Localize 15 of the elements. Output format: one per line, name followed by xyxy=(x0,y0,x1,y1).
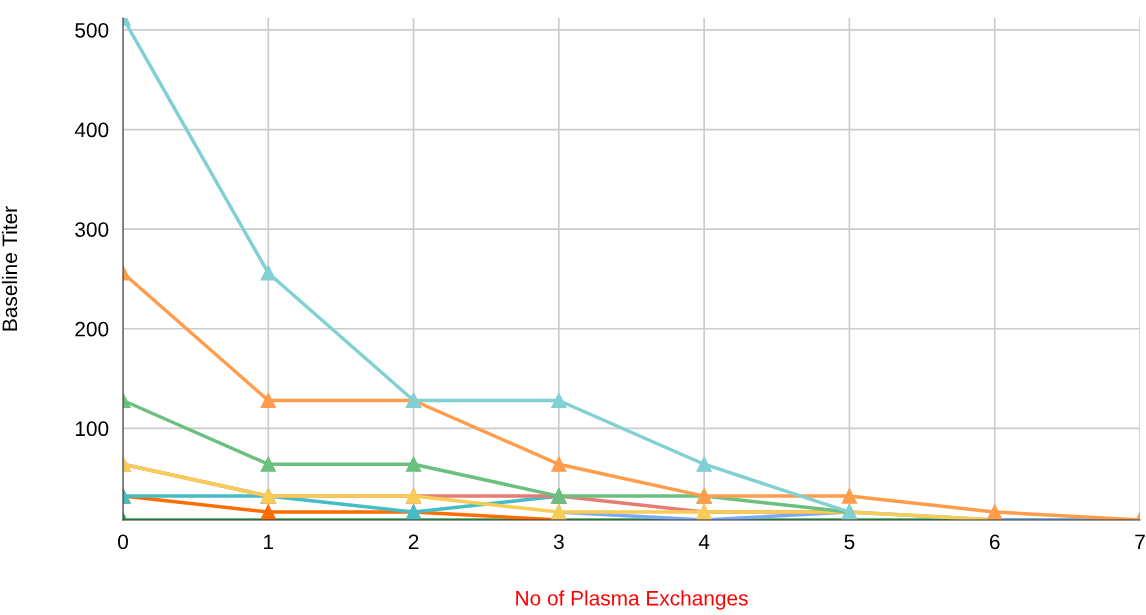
y-tick-label: 300 xyxy=(75,222,109,237)
y-tick-label: 400 xyxy=(74,122,109,138)
y-axis-title: Baseline Titer xyxy=(1,206,18,331)
x-tick-label: 3 xyxy=(553,534,564,550)
y-tick-label: 500 xyxy=(75,22,109,38)
x-tick-label: 2 xyxy=(408,534,419,549)
y-tick-label: 100 xyxy=(75,421,109,437)
y-tick-label: 200 xyxy=(75,321,109,337)
x-tick-label: 7 xyxy=(1135,534,1145,549)
x-axis-title: No of Plasma Exchanges xyxy=(516,590,748,610)
x-tick-label: 4 xyxy=(698,534,710,549)
x-tick-label: 5 xyxy=(844,534,855,550)
x-tick-label: 0 xyxy=(118,534,128,550)
x-tick-label: 6 xyxy=(989,534,1000,550)
x-tick-label: 1 xyxy=(264,534,274,549)
